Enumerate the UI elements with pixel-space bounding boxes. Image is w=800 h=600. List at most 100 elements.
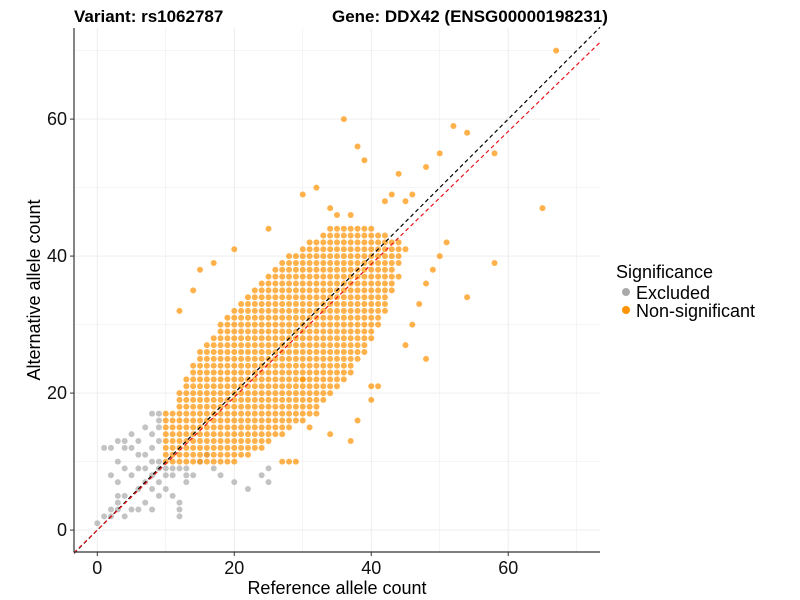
data-point-non-significant xyxy=(340,225,347,232)
data-point-non-significant xyxy=(224,335,231,342)
data-point-excluded xyxy=(128,444,135,451)
data-point-non-significant xyxy=(176,451,183,458)
data-point-non-significant xyxy=(368,259,375,266)
data-point-excluded xyxy=(155,424,162,431)
data-point-non-significant xyxy=(327,314,334,321)
data-point-non-significant xyxy=(375,287,382,294)
data-point-non-significant xyxy=(347,259,354,266)
data-point-non-significant xyxy=(258,444,265,451)
data-point-non-significant xyxy=(197,369,204,376)
data-point-non-significant xyxy=(224,383,231,390)
data-point-non-significant xyxy=(272,390,279,397)
data-point-non-significant xyxy=(203,376,210,383)
data-point-non-significant xyxy=(190,390,197,397)
data-point-non-significant xyxy=(306,410,313,417)
data-point-non-significant xyxy=(327,383,334,390)
legend-title: Significance xyxy=(616,262,713,282)
data-point-non-significant xyxy=(334,301,340,308)
data-point-non-significant xyxy=(334,369,340,376)
data-point-non-significant xyxy=(176,410,183,417)
data-point-excluded xyxy=(155,479,162,486)
data-point-non-significant xyxy=(334,355,340,362)
data-point-non-significant xyxy=(279,403,286,410)
data-point-non-significant xyxy=(272,424,279,431)
data-point-non-significant xyxy=(272,301,279,308)
data-point-non-significant xyxy=(244,369,251,376)
data-point-non-significant xyxy=(224,321,231,328)
data-point-non-significant xyxy=(306,246,313,253)
data-point-non-significant xyxy=(327,273,334,280)
data-point-non-significant xyxy=(340,342,347,349)
data-point-non-significant xyxy=(183,444,190,451)
data-point-excluded xyxy=(210,465,217,472)
data-point-non-significant xyxy=(258,383,265,390)
data-point-non-significant xyxy=(238,451,245,458)
data-point-non-significant xyxy=(210,403,217,410)
data-point-non-significant xyxy=(224,438,231,445)
data-point-non-significant xyxy=(306,294,313,301)
data-point-non-significant xyxy=(347,307,354,314)
data-point-non-significant xyxy=(286,266,293,273)
data-point-non-significant xyxy=(292,369,299,376)
data-point-non-significant xyxy=(286,383,293,390)
data-point-non-significant xyxy=(265,390,272,397)
data-point-non-significant xyxy=(334,266,340,273)
data-point-non-significant xyxy=(368,273,375,280)
data-point-non-significant xyxy=(265,438,272,445)
data-point-non-significant xyxy=(217,458,224,465)
data-point-non-significant xyxy=(279,307,286,314)
data-point-excluded xyxy=(149,506,156,513)
data-point-non-significant xyxy=(210,396,217,403)
data-point-non-significant xyxy=(286,307,293,314)
data-point-non-significant xyxy=(203,362,210,369)
data-point-non-significant xyxy=(203,383,210,390)
data-point-non-significant xyxy=(313,355,320,362)
y-tick-label: 60 xyxy=(47,109,67,129)
data-point-non-significant xyxy=(361,348,368,355)
data-point-non-significant xyxy=(347,246,354,253)
data-point-non-significant xyxy=(210,342,217,349)
data-point-non-significant xyxy=(327,280,334,287)
data-point-non-significant xyxy=(279,383,286,390)
data-point-non-significant xyxy=(203,355,210,362)
data-point-non-significant xyxy=(183,410,190,417)
points xyxy=(94,47,560,527)
data-point-non-significant xyxy=(197,266,204,273)
data-point-excluded xyxy=(176,513,183,520)
data-point-non-significant xyxy=(279,328,286,335)
data-point-non-significant xyxy=(251,403,258,410)
data-point-non-significant xyxy=(361,301,368,308)
y-axis-label: Alternative allele count xyxy=(24,199,44,380)
data-point-non-significant xyxy=(347,301,354,308)
data-point-non-significant xyxy=(251,438,258,445)
data-point-non-significant xyxy=(388,253,395,260)
data-point-non-significant xyxy=(210,362,217,369)
data-point-non-significant xyxy=(327,321,334,328)
data-point-non-significant xyxy=(340,328,347,335)
ticks: 0 20 40 60 0 20 40 60 xyxy=(47,109,518,578)
data-point-non-significant xyxy=(340,301,347,308)
data-point-excluded xyxy=(128,506,135,513)
data-point-non-significant xyxy=(313,410,320,417)
data-point-non-significant xyxy=(258,301,265,308)
data-point-excluded xyxy=(142,451,149,458)
data-point-non-significant xyxy=(381,253,388,260)
data-point-non-significant xyxy=(251,383,258,390)
x-axis-label: Reference allele count xyxy=(247,578,426,598)
data-point-non-significant xyxy=(251,328,258,335)
data-point-non-significant xyxy=(354,225,361,232)
data-point-non-significant xyxy=(286,362,293,369)
data-point-non-significant xyxy=(286,287,293,294)
data-point-non-significant xyxy=(320,355,327,362)
data-point-non-significant xyxy=(279,294,286,301)
data-point-non-significant xyxy=(334,383,340,390)
data-point-non-significant xyxy=(203,431,210,438)
data-point-non-significant xyxy=(251,287,258,294)
data-point-non-significant xyxy=(279,410,286,417)
data-point-non-significant xyxy=(210,335,217,342)
data-point-non-significant xyxy=(368,239,375,246)
data-point-non-significant xyxy=(292,458,299,465)
data-point-non-significant xyxy=(320,390,327,397)
data-point-non-significant xyxy=(368,383,375,390)
